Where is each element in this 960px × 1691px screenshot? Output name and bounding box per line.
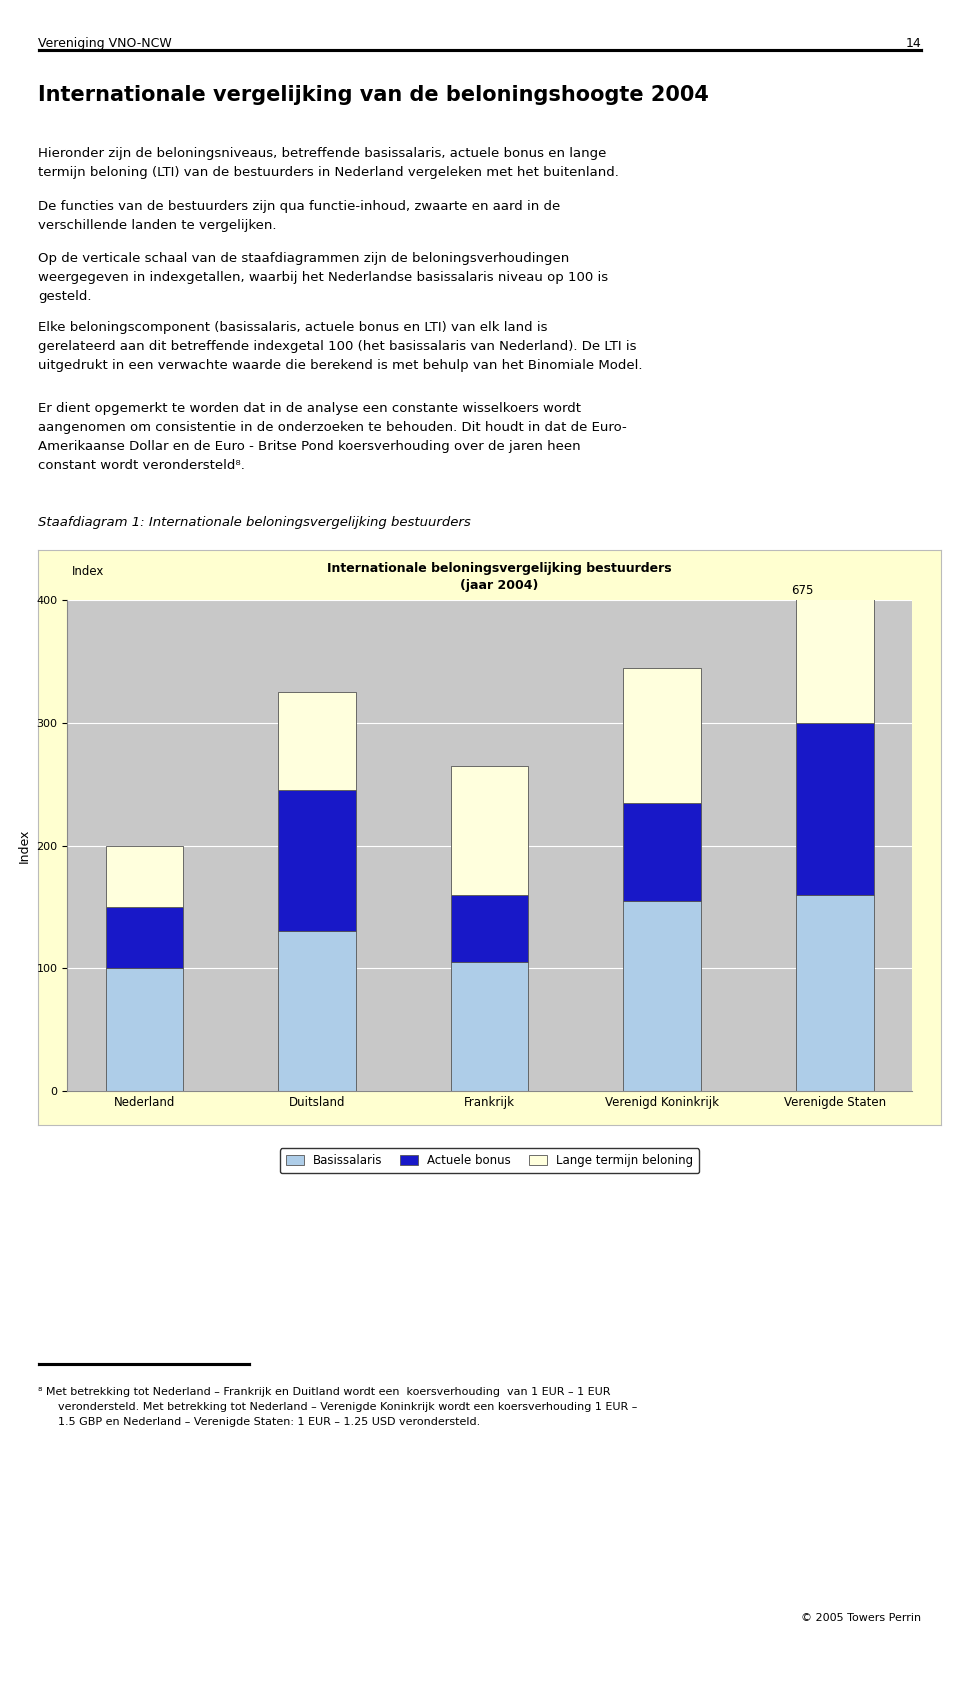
Text: Index: Index	[72, 565, 105, 578]
Bar	[106, 906, 183, 967]
Text: (jaar 2004): (jaar 2004)	[460, 578, 539, 592]
Bar	[451, 895, 528, 962]
Text: 1.5 GBP en Nederland – Verenigde Staten: 1 EUR – 1.25 USD verondersteld.: 1.5 GBP en Nederland – Verenigde Staten:…	[58, 1417, 480, 1427]
Bar	[106, 967, 183, 1091]
Bar	[796, 722, 874, 895]
Bar	[623, 668, 701, 803]
Text: verondersteld. Met betrekking tot Nederland – Verenigde Koninkrijk wordt een koe: verondersteld. Met betrekking tot Nederl…	[58, 1402, 637, 1412]
Text: Internationale beloningsvergelijking bestuurders: Internationale beloningsvergelijking bes…	[327, 561, 671, 575]
Text: De functies van de bestuurders zijn qua functie-inhoud, zwaarte en aard in de
ve: De functies van de bestuurders zijn qua …	[38, 200, 561, 232]
Text: Hieronder zijn de beloningsniveaus, betreffende basissalaris, actuele bonus en l: Hieronder zijn de beloningsniveaus, betr…	[38, 147, 619, 179]
Bar	[278, 790, 356, 932]
Bar	[451, 766, 528, 895]
Bar	[796, 264, 874, 724]
Bar	[451, 962, 528, 1091]
Text: 14: 14	[906, 37, 922, 51]
Bar	[106, 846, 183, 906]
Legend: Basissalaris, Actuele bonus, Lange termijn beloning: Basissalaris, Actuele bonus, Lange termi…	[280, 1148, 699, 1174]
Text: Op de verticale schaal van de staafdiagrammen zijn de beloningsverhoudingen
weer: Op de verticale schaal van de staafdiagr…	[38, 252, 609, 303]
Y-axis label: Index: Index	[18, 829, 31, 862]
Text: Er dient opgemerkt te worden dat in de analyse een constante wisselkoers wordt
a: Er dient opgemerkt te worden dat in de a…	[38, 402, 627, 472]
Bar	[278, 932, 356, 1091]
Bar	[796, 895, 874, 1091]
Text: 675: 675	[792, 583, 814, 597]
Text: Staafdiagram 1: Internationale beloningsvergelijking bestuurders: Staafdiagram 1: Internationale belonings…	[38, 516, 471, 529]
Text: Internationale vergelijking van de beloningshoogte 2004: Internationale vergelijking van de belon…	[38, 85, 709, 105]
Bar	[278, 692, 356, 790]
Text: Elke beloningscomponent (basissalaris, actuele bonus en LTI) van elk land is
ger: Elke beloningscomponent (basissalaris, a…	[38, 321, 643, 372]
Text: Vereniging VNO-NCW: Vereniging VNO-NCW	[38, 37, 172, 51]
Bar	[623, 901, 701, 1091]
Text: ⁸ Met betrekking tot Nederland – Frankrijk en Duitland wordt een  koersverhoudin: ⁸ Met betrekking tot Nederland – Frankri…	[38, 1387, 611, 1397]
Bar	[623, 803, 701, 901]
Text: © 2005 Towers Perrin: © 2005 Towers Perrin	[802, 1613, 922, 1623]
